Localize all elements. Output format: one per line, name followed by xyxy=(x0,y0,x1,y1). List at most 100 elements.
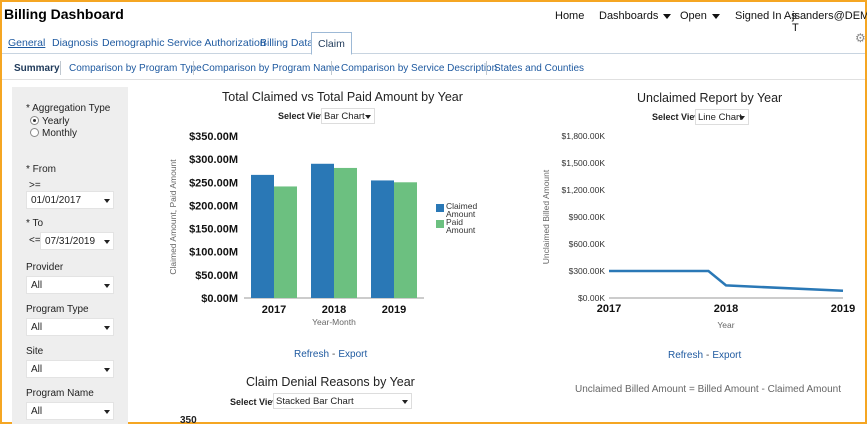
top-bar: Billing Dashboard Home Dashboards Open S… xyxy=(2,2,867,34)
from-operator: >= xyxy=(29,180,41,191)
to-date-value: 07/31/2019 xyxy=(45,236,96,247)
bar-view-value: Bar Chart xyxy=(324,111,365,122)
bar-paid-2018 xyxy=(334,167,357,298)
tab-general[interactable]: General xyxy=(8,37,46,49)
select-view-label: Select View xyxy=(652,112,702,122)
chevron-down-icon xyxy=(402,400,408,404)
panel-title-unclaimed: Unclaimed Report by Year xyxy=(637,91,783,105)
panel1-links: Refresh - Export xyxy=(294,349,367,360)
x-axis-title: Year xyxy=(717,320,734,330)
open-label: Open xyxy=(680,10,707,22)
x-tick-label: 2017 xyxy=(597,303,621,315)
subtab-program-name[interactable]: Comparison by Program Name xyxy=(202,63,340,74)
y-tick-label: $0.00K xyxy=(578,293,605,303)
y-tick-label: $200.00M xyxy=(189,200,238,212)
y-tick-label: $0.00M xyxy=(201,293,238,305)
y-tick-label: $1,800.00K xyxy=(562,131,606,141)
bar-view-select[interactable]: Bar Chart xyxy=(321,108,375,124)
denial-view-select[interactable]: Stacked Bar Chart xyxy=(273,393,412,409)
panel2-links: Refresh - Export xyxy=(668,350,741,361)
program-name-select[interactable]: All xyxy=(26,402,114,420)
x-tick-label: 2017 xyxy=(262,304,286,316)
export-link[interactable]: Export xyxy=(712,350,742,361)
gear-icon[interactable]: ⚙ xyxy=(855,31,866,45)
series-line-unclaimed xyxy=(609,269,844,293)
y-axis-title: Claimed Amount, Paid Amount xyxy=(168,159,178,275)
subtab-program-type[interactable]: Comparison by Program Type xyxy=(69,63,202,74)
site-label: Site xyxy=(26,346,44,357)
denial-chart-top-tick: 350 xyxy=(180,415,197,424)
tab-demographic[interactable]: Demographic xyxy=(102,37,165,49)
legend-swatch-claimed xyxy=(436,204,444,212)
sub-tabs: Summary Comparison by Program Type Compa… xyxy=(2,58,865,80)
y-axis-title: Unclaimed Billed Amount xyxy=(541,169,551,264)
dash-separator: - xyxy=(706,350,710,361)
x-tick-label: 2018 xyxy=(322,304,346,316)
separator xyxy=(331,61,332,75)
refresh-link[interactable]: Refresh xyxy=(668,350,704,361)
y-tick-label: $1,500.00K xyxy=(562,158,606,168)
user-menu[interactable]: jsanders@DEMO-T xyxy=(792,10,867,34)
separator xyxy=(60,61,61,75)
from-date-value: 01/01/2017 xyxy=(31,195,82,206)
radio-yearly[interactable]: Yearly xyxy=(30,116,69,127)
export-link[interactable]: Export xyxy=(338,349,368,360)
unclaimed-formula-note: Unclaimed Billed Amount = Billed Amount … xyxy=(575,384,841,395)
y-tick-label: $250.00M xyxy=(189,177,238,189)
to-date-select[interactable]: 07/31/2019 xyxy=(40,232,114,250)
radio-yearly-label: Yearly xyxy=(42,116,70,127)
chevron-down-icon xyxy=(104,240,110,244)
chevron-down-icon xyxy=(104,199,110,203)
chevron-down-icon xyxy=(365,115,371,119)
program-type-label: Program Type xyxy=(26,304,89,315)
chevron-down-icon xyxy=(104,326,110,330)
provider-label: Provider xyxy=(26,262,64,273)
to-label: * To xyxy=(26,218,44,229)
app-title: Billing Dashboard xyxy=(4,6,124,22)
program-name-value: All xyxy=(31,406,43,417)
subtab-summary[interactable]: Summary xyxy=(14,63,60,74)
refresh-link[interactable]: Refresh xyxy=(294,349,330,360)
x-tick-label: 2019 xyxy=(831,303,855,315)
provider-select[interactable]: All xyxy=(26,276,114,294)
tab-diagnosis[interactable]: Diagnosis xyxy=(52,37,99,49)
separator xyxy=(193,61,194,75)
legend-label: Claimed xyxy=(446,201,477,211)
from-date-select[interactable]: 01/01/2017 xyxy=(26,191,114,209)
legend-label: Amount xyxy=(446,225,476,235)
tab-claim[interactable]: Claim xyxy=(311,32,352,55)
legend-swatch-paid xyxy=(436,220,444,228)
tab-billing-data[interactable]: Billing Data xyxy=(260,37,314,49)
radio-selected-icon xyxy=(30,116,39,125)
bar-chart: $0.00M $50.00M $100.00M $150.00M $200.00M $25… xyxy=(168,131,477,327)
tab-service-authorization[interactable]: Service Authorization xyxy=(167,37,266,49)
program-type-value: All xyxy=(31,322,43,333)
denial-view-value: Stacked Bar Chart xyxy=(276,396,354,407)
y-tick-label: $300.00M xyxy=(189,154,238,166)
subtab-service-description[interactable]: Comparison by Service Description xyxy=(341,63,498,74)
select-view-label: Select View xyxy=(278,111,328,121)
chevron-down-icon xyxy=(711,13,720,19)
chevron-down-icon xyxy=(104,410,110,414)
dashboards-menu[interactable]: Dashboards xyxy=(599,10,672,22)
separator xyxy=(486,61,487,75)
home-link[interactable]: Home xyxy=(555,10,585,22)
y-tick-label: $50.00M xyxy=(195,270,238,282)
provider-value: All xyxy=(31,280,43,291)
radio-monthly[interactable]: Monthly xyxy=(30,128,77,139)
program-type-select[interactable]: All xyxy=(26,318,114,336)
x-axis-title: Year-Month xyxy=(312,317,356,327)
to-operator: <= xyxy=(29,235,41,246)
chevron-down-icon xyxy=(663,13,672,19)
dashboards-label: Dashboards xyxy=(599,10,659,22)
legend-label: Amount xyxy=(446,209,476,219)
site-value: All xyxy=(31,364,43,375)
site-select[interactable]: All xyxy=(26,360,114,378)
line-view-value: Line Chart xyxy=(698,112,742,123)
bar-paid-2019 xyxy=(394,182,417,298)
x-tick-label: 2018 xyxy=(714,303,738,315)
line-view-select[interactable]: Line Chart xyxy=(695,109,749,125)
subtab-states-counties[interactable]: States and Counties xyxy=(494,63,585,74)
radio-unselected-icon xyxy=(30,128,39,137)
open-menu[interactable]: Open xyxy=(680,10,720,22)
